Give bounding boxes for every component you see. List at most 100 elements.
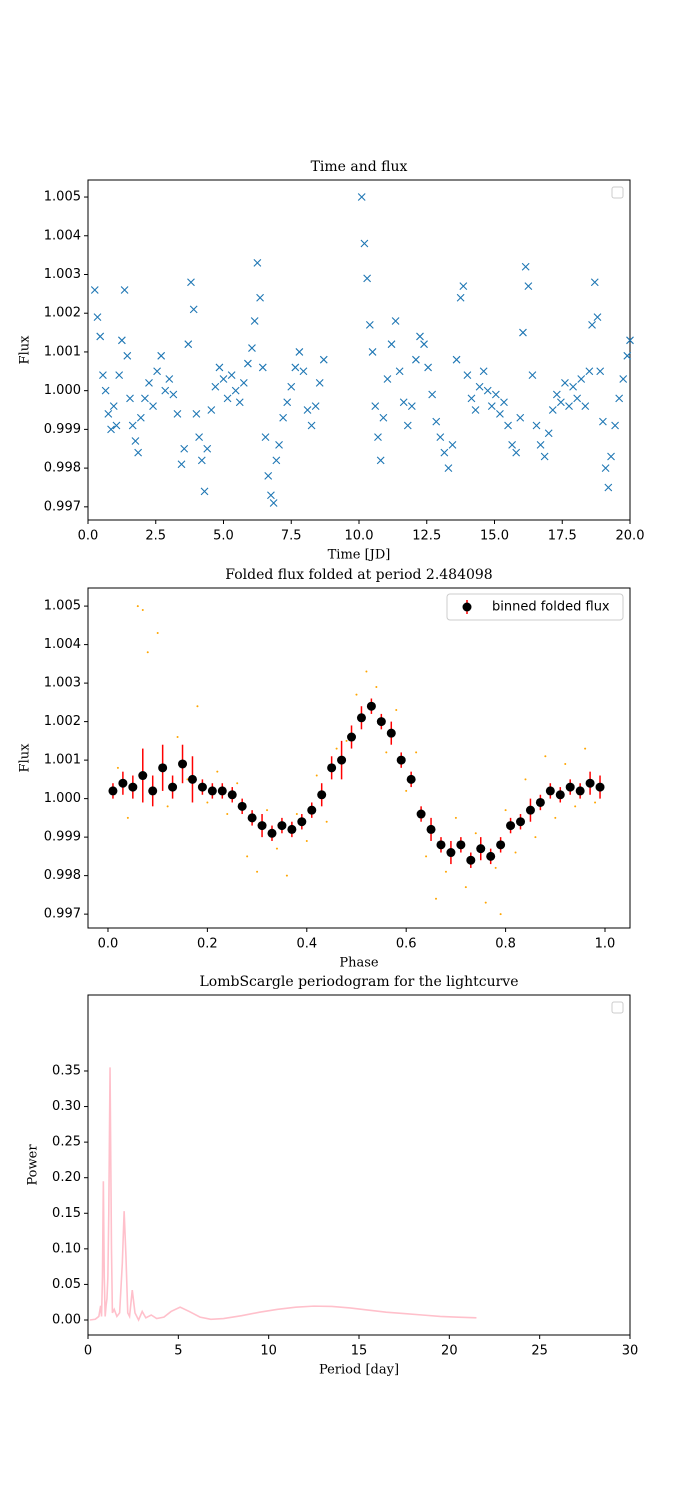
data-point [325,820,328,823]
axes-frame [87,179,631,521]
y-tick-label: 0.00 [52,1312,81,1327]
data-point [275,847,278,850]
data-point [375,685,378,688]
x-tick-label: 0.0 [78,529,99,544]
data-point [192,410,201,418]
data-point [356,713,366,723]
data-point [534,836,537,839]
data-point [203,444,212,453]
data-point [494,866,497,869]
data-point [368,348,377,356]
legend-box [611,1001,624,1014]
data-point [173,410,182,418]
data-point [337,755,347,765]
x-tick-label: 17.5 [548,529,577,544]
data-point [145,379,153,387]
y-tick-label: 1.003 [44,676,81,691]
data-point [157,351,166,360]
data-point [267,828,277,838]
data-point [574,805,577,808]
y-tick-label: 0.998 [44,461,81,476]
data-point [564,762,567,765]
data-point [585,367,594,376]
data-point [136,605,139,608]
legend-box [446,593,624,621]
data-point [184,340,193,349]
data-point [524,778,527,781]
data-point [508,440,517,449]
y-tick-label: 0.30 [52,1099,81,1114]
data-point [165,375,174,383]
y-tick-label: 0.10 [52,1241,81,1256]
data-point [279,413,288,422]
y-tick-label: 1.000 [44,791,81,806]
data-point [593,313,602,321]
data-point [195,433,203,442]
data-point [444,464,453,472]
data-point [141,394,149,403]
x-tick-label: 25 [531,1344,548,1359]
legend-box [611,186,624,199]
data-point [126,394,134,403]
data-point [544,429,553,438]
data-point [385,751,388,754]
y-tick-label: 0.15 [52,1206,81,1221]
data-point [432,417,441,426]
data-point [456,293,465,302]
data-point [206,801,209,804]
data-point [180,444,189,453]
data-point [412,355,420,364]
data-point [448,440,457,449]
data-point [426,824,436,834]
data-point [416,809,426,819]
y-tick-label: 1.005 [44,190,81,205]
data-point [486,851,496,861]
data-point [376,456,385,465]
data-point [604,483,613,492]
data-point [466,855,476,865]
data-point [250,317,259,325]
data-point [499,913,502,916]
data-point [264,471,273,480]
data-point [581,402,590,411]
x-axis-label: Phase [339,956,379,971]
data-point [594,801,597,804]
data-point [376,717,386,727]
data-point [577,375,586,383]
y-axis-label: Flux [18,743,33,773]
data-point [415,751,418,754]
y-tick-label: 1.000 [44,383,81,398]
data-point [528,371,537,380]
y-tick-label: 1.001 [44,753,81,768]
data-point [456,840,466,850]
data-point [444,870,447,873]
x-tick-label: 20 [441,1344,458,1359]
data-point [295,813,298,816]
data-point [299,367,308,376]
data-point [496,410,504,418]
legend-marker [462,602,472,612]
data-point [435,897,438,900]
y-tick-label: 1.001 [44,344,81,359]
data-point [379,413,388,422]
x-tick-label: 5.0 [213,529,234,544]
data-point [416,332,424,341]
data-point [136,413,145,422]
data-point [335,747,338,750]
x-tick-label: 0 [84,1344,92,1359]
data-point [463,371,472,380]
data-point [355,693,358,696]
y-tick-label: 0.998 [44,868,81,883]
y-tick-label: 1.004 [44,637,81,652]
subplot: Time and flux Time [JD] Flux 0.0 2.5 5.0 7.5 10… [18,159,645,563]
data-point [504,809,507,812]
data-point [257,821,267,831]
data-point [253,258,262,267]
x-tick-label: 15.0 [480,529,509,544]
data-point [504,421,512,430]
data-point [514,851,517,854]
data-point [506,821,516,831]
data-point [540,452,549,461]
